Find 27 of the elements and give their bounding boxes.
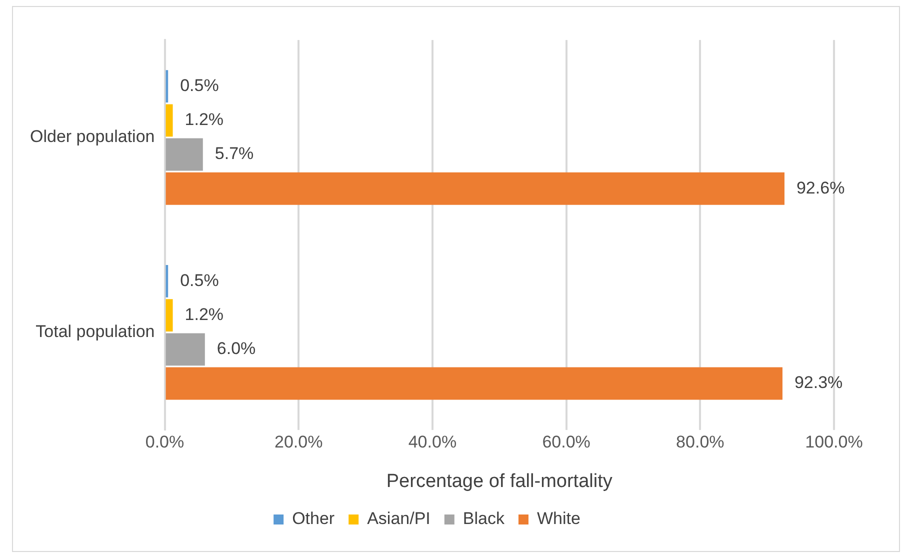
x-tick-label: 100.0%: [805, 432, 863, 452]
data-label: 0.5%: [180, 76, 219, 95]
bar: [166, 138, 203, 171]
y-tick-label: Older population: [30, 127, 155, 146]
data-label: 5.7%: [214, 144, 254, 164]
bar: [166, 172, 784, 205]
bar: [166, 299, 173, 332]
data-label: 92.6%: [796, 178, 845, 198]
x-tick-label: 0.0%: [145, 432, 184, 452]
data-label: 6.0%: [216, 339, 256, 358]
bar: [166, 104, 173, 137]
x-tick-label: 80.0%: [676, 432, 724, 452]
x-axis-title: Percentage of fall-mortality: [386, 470, 613, 492]
data-label: 0.5%: [180, 270, 219, 290]
legend-label: Asian/PI: [367, 509, 430, 528]
legend-label: Other: [292, 509, 335, 528]
data-label: 1.2%: [184, 110, 224, 130]
legend-label: Black: [462, 509, 505, 528]
y-tick-label: Total population: [36, 322, 155, 342]
data-label: 92.3%: [794, 373, 843, 392]
legend-label: White: [536, 509, 580, 528]
bar: [166, 367, 782, 400]
bar: [166, 333, 205, 366]
x-tick-label: 40.0%: [408, 432, 457, 452]
x-tick-label: 60.0%: [542, 432, 590, 452]
x-tick-label: 20.0%: [274, 432, 323, 452]
data-label: 1.2%: [184, 304, 224, 324]
